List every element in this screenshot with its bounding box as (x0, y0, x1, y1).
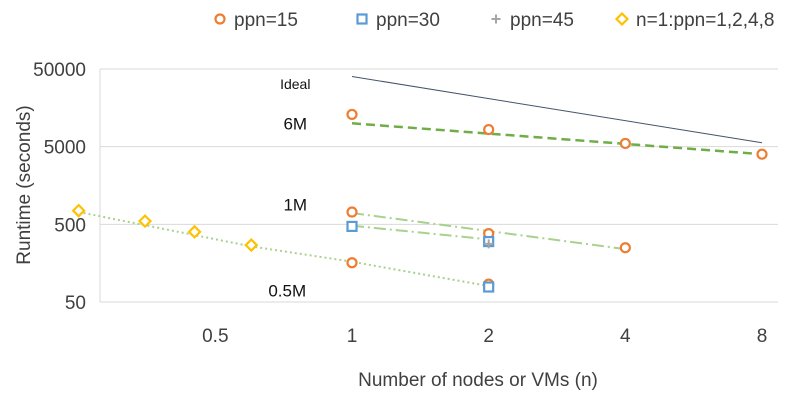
gridlines (99, 68, 778, 303)
marker-circle (756, 148, 768, 160)
marker-square (346, 220, 358, 233)
marker-circle (619, 137, 631, 150)
marker-diamond (244, 238, 259, 253)
marker-diamond (71, 203, 86, 218)
marker-diamond (187, 224, 202, 239)
annotation-label: Ideal (280, 76, 310, 92)
y-axis-label: Runtime (seconds) (14, 105, 35, 264)
trend-line (351, 224, 489, 241)
legend-label: ppn=15 (234, 10, 298, 31)
x-tick-label: 8 (757, 326, 768, 347)
annotation-label: 0.5M (268, 282, 306, 301)
legend-label: n=1:ppn=1,2,4,8 (636, 10, 774, 31)
trend-line (78, 211, 489, 288)
data-markers (71, 108, 768, 293)
marker-square (483, 281, 495, 293)
y-axis-ticks: 50 500 5000 50000 (33, 60, 86, 314)
marker-circle (346, 108, 358, 121)
legend-label: ppn=45 (510, 10, 574, 31)
marker-circle (619, 242, 631, 254)
marker-circle (483, 123, 495, 136)
marker-circle (346, 206, 358, 218)
marker-circle (346, 257, 358, 269)
marker-diamond (614, 11, 630, 27)
x-tick-label: 4 (620, 326, 631, 347)
annotation-label: 6M (283, 114, 307, 133)
y-tick-label: 5000 (44, 138, 86, 159)
trend-lines (78, 76, 763, 288)
x-axis-ticks: 0.5 1 2 4 8 (202, 326, 767, 347)
marker-diamond (137, 214, 153, 229)
y-tick-label: 50000 (33, 60, 86, 81)
trend-line (351, 76, 763, 144)
marker-plus (484, 239, 494, 249)
legend: ppn=15 ppn=30 ppn=45 n=1:ppn=1,2,4,8 (214, 10, 774, 31)
annotations: Ideal 6M 1M 0.5M (268, 76, 310, 301)
y-tick-label: 500 (54, 215, 86, 236)
y-tick-label: 50 (65, 293, 86, 314)
trend-line (351, 122, 763, 156)
annotation-label: 1M (283, 196, 307, 215)
x-tick-label: 0.5 (202, 326, 228, 347)
legend-label: ppn=30 (376, 10, 440, 31)
marker-circle (214, 13, 226, 25)
x-tick-label: 2 (483, 326, 494, 347)
marker-plus (491, 14, 501, 24)
x-axis-label: Number of nodes or VMs (n) (358, 370, 598, 391)
marker-square (356, 13, 368, 25)
x-tick-label: 1 (347, 326, 358, 347)
